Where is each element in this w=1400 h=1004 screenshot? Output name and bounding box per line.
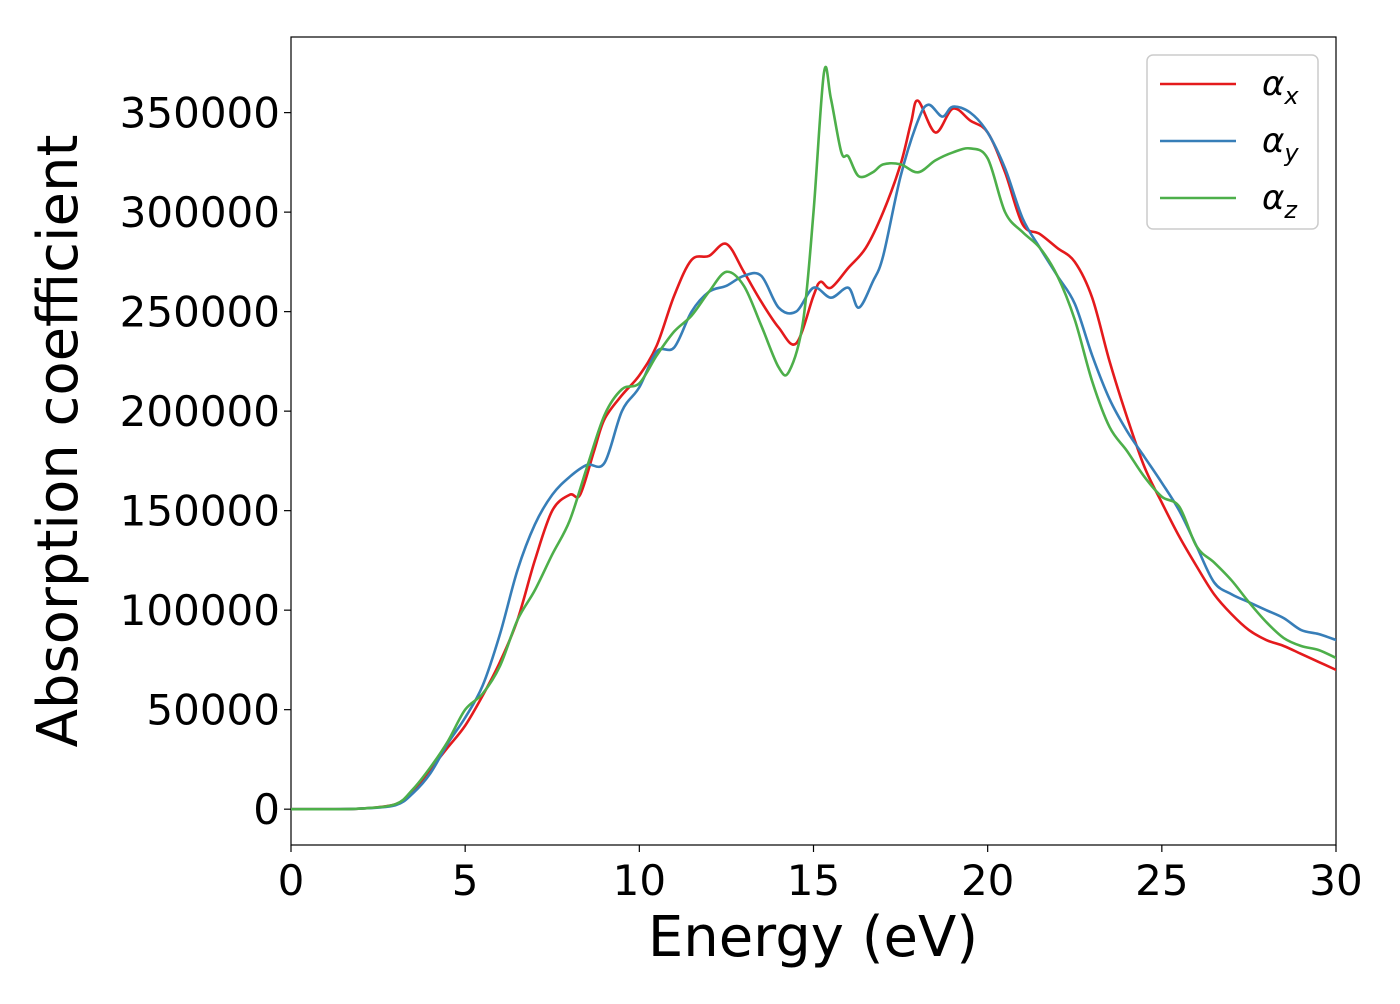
series-line-y xyxy=(291,103,1336,811)
legend-label-y: αy xyxy=(1262,121,1299,167)
y-axis-ticks: 0 50000 100000 150000 200000 250000 300000 3500… xyxy=(120,89,291,834)
series-layer xyxy=(291,65,1336,811)
x-tick-label: 5 xyxy=(452,856,479,905)
y-tick-label: 50000 xyxy=(146,686,280,735)
y-tick-label: 150000 xyxy=(120,487,280,536)
x-tick-label: 0 xyxy=(278,856,305,905)
y-tick-label: 100000 xyxy=(120,586,280,635)
x-tick-label: 30 xyxy=(1309,856,1362,905)
legend-label-x: αx xyxy=(1262,64,1299,110)
x-axis-title: Energy (eV) xyxy=(648,905,978,970)
x-axis-ticks: 0 5 10 15 20 25 30 xyxy=(278,845,1363,905)
y-axis-title: Absorption coefficient xyxy=(26,135,91,748)
x-tick-label: 15 xyxy=(787,856,840,905)
legend-entries: αx αy αz xyxy=(1160,64,1299,224)
x-tick-label: 10 xyxy=(613,856,666,905)
y-tick-label: 250000 xyxy=(120,288,280,337)
y-tick-label: 0 xyxy=(253,785,280,834)
y-tick-label: 200000 xyxy=(120,387,280,436)
x-tick-label: 25 xyxy=(1135,856,1188,905)
y-tick-label: 350000 xyxy=(120,89,280,138)
y-tick-label: 300000 xyxy=(120,188,280,237)
x-tick-label: 20 xyxy=(961,856,1014,905)
series-line-z xyxy=(291,65,1336,811)
legend: αx αy αz xyxy=(1146,54,1319,230)
legend-label-z: αz xyxy=(1262,178,1298,224)
